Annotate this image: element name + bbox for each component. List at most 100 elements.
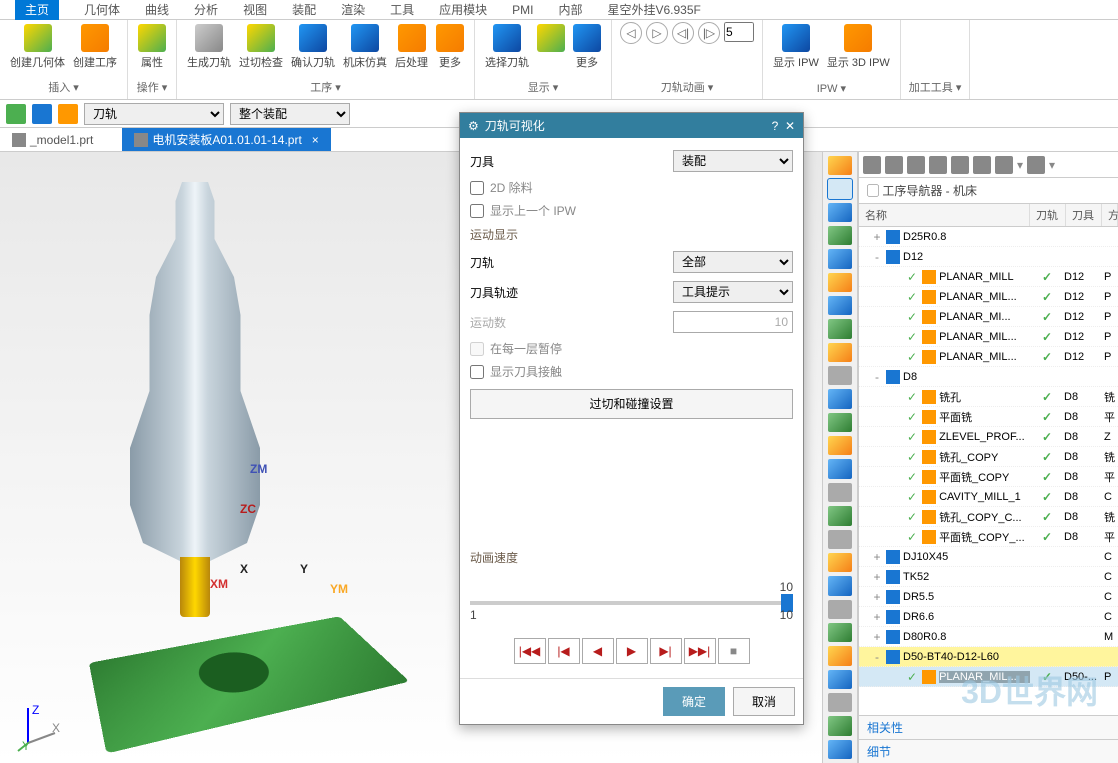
play-forward-button[interactable]: ▶ — [616, 638, 648, 664]
tree-row[interactable]: +TK52C — [859, 567, 1118, 587]
menu-item[interactable]: 工具 — [390, 1, 414, 18]
side-toolbar-icon[interactable] — [828, 389, 852, 408]
document-tab[interactable]: _model1.prt× — [0, 130, 122, 150]
ribbon-item[interactable]: 确认刀轨 — [289, 22, 337, 72]
ribbon-group-label[interactable]: 加工工具 ▾ — [909, 77, 962, 97]
toolbar-dropdown-1[interactable]: 刀轨 — [84, 103, 224, 125]
ribbon-group-label[interactable]: 显示 ▾ — [483, 77, 603, 97]
tree-row[interactable]: +DJ10X45C — [859, 547, 1118, 567]
cb-show-contact[interactable] — [470, 365, 484, 379]
tree-row[interactable]: ✓PLANAR_MIL...✓D12P — [859, 327, 1118, 347]
cb-2d-removal[interactable] — [470, 181, 484, 195]
side-toolbar-icon[interactable] — [828, 716, 852, 735]
pt-icon[interactable] — [929, 156, 947, 174]
side-toolbar-icon[interactable] — [828, 459, 852, 478]
side-toolbar-icon[interactable] — [828, 273, 852, 292]
side-toolbar-icon[interactable] — [828, 483, 852, 502]
menu-item[interactable]: 主页 — [15, 0, 59, 20]
ribbon-item[interactable]: 更多 — [434, 22, 466, 72]
menu-item[interactable]: 视图 — [243, 1, 267, 18]
ribbon-item[interactable]: 属性 — [136, 22, 168, 72]
tree-toggle[interactable]: - — [871, 650, 883, 664]
side-toolbar-icon[interactable] — [828, 553, 852, 572]
side-toolbar-icon[interactable] — [828, 296, 852, 315]
tree-row[interactable]: ✓铣孔✓D8铣 — [859, 387, 1118, 407]
tree-toggle[interactable]: + — [871, 570, 883, 584]
menu-item[interactable]: 装配 — [292, 1, 316, 18]
ribbon-item[interactable] — [535, 22, 567, 54]
tree-toggle[interactable]: + — [871, 590, 883, 604]
side-toolbar-icon[interactable] — [828, 530, 852, 549]
tree-row[interactable]: -D8 — [859, 367, 1118, 387]
tree-row[interactable]: ✓PLANAR_MIL...✓D12P — [859, 347, 1118, 367]
menu-item[interactable]: 应用模块 — [439, 1, 487, 18]
speed-slider[interactable] — [470, 601, 793, 605]
ribbon-group-label[interactable]: 插入 ▾ — [8, 77, 119, 97]
ok-button[interactable]: 确定 — [663, 687, 725, 716]
footer-detail[interactable]: 细节 — [859, 739, 1118, 763]
anim-nav-button[interactable]: ◁ — [620, 22, 642, 44]
pt-icon[interactable] — [885, 156, 903, 174]
tree-row[interactable]: +D25R0.8 — [859, 227, 1118, 247]
tree-toggle[interactable]: + — [871, 550, 883, 564]
col-tool[interactable]: 刀具 — [1066, 204, 1102, 226]
tree-toggle[interactable]: - — [871, 250, 883, 264]
tree-row[interactable]: ✓平面铣_COPY_...✓D8平 — [859, 527, 1118, 547]
side-toolbar-icon[interactable] — [828, 203, 852, 222]
tree-row[interactable]: ✓PLANAR_MIL...✓D50-...P — [859, 667, 1118, 687]
footer-related[interactable]: 相关性 — [859, 715, 1118, 739]
trail-select[interactable]: 工具提示 — [673, 281, 793, 303]
side-toolbar-icon[interactable] — [828, 436, 852, 455]
tree-row[interactable]: ✓平面铣_COPY✓D8平 — [859, 467, 1118, 487]
tree-row[interactable]: ✓铣孔_COPY_C...✓D8铣 — [859, 507, 1118, 527]
ribbon-group-label[interactable]: 刀轨动画 ▾ — [620, 77, 754, 97]
side-toolbar-icon[interactable] — [828, 670, 852, 689]
ribbon-item[interactable]: 创建几何体 — [8, 22, 67, 72]
ribbon-item[interactable]: 机床仿真 — [341, 22, 389, 72]
prev-frame-button[interactable]: |◀ — [548, 638, 580, 664]
tb-icon-2[interactable] — [32, 104, 52, 124]
ribbon-item[interactable]: 更多 — [571, 22, 603, 72]
pt-icon[interactable] — [995, 156, 1013, 174]
stop-button[interactable]: ■ — [718, 638, 750, 664]
ribbon-item[interactable]: 后处理 — [393, 22, 430, 72]
anim-nav-button[interactable]: ◁| — [672, 22, 694, 44]
ribbon-item[interactable]: 显示 IPW — [771, 22, 821, 72]
menu-item[interactable]: 星空外挂V6.935F — [608, 1, 701, 18]
side-toolbar-icon[interactable] — [828, 366, 852, 385]
next-frame-button[interactable]: ▶| — [650, 638, 682, 664]
ribbon-item[interactable]: 过切检查 — [237, 22, 285, 72]
ribbon-group-label[interactable]: IPW ▾ — [771, 80, 892, 97]
pt-icon[interactable] — [951, 156, 969, 174]
menu-item[interactable]: PMI — [512, 3, 533, 17]
menu-item[interactable]: 几何体 — [84, 1, 120, 18]
tree-row[interactable]: ✓PLANAR_MIL...✓D12P — [859, 287, 1118, 307]
forward-end-button[interactable]: ▶▶| — [684, 638, 716, 664]
ribbon-item[interactable]: 显示 3D IPW — [825, 22, 892, 72]
side-toolbar-icon[interactable] — [828, 506, 852, 525]
side-toolbar-icon[interactable] — [828, 576, 852, 595]
tree-row[interactable]: ✓平面铣✓D8平 — [859, 407, 1118, 427]
tool-select[interactable]: 装配 — [673, 150, 793, 172]
close-icon[interactable]: ✕ — [785, 119, 795, 133]
rewind-start-button[interactable]: |◀◀ — [514, 638, 546, 664]
tree-toggle[interactable]: - — [871, 370, 883, 384]
col-name[interactable]: 名称 — [859, 204, 1030, 226]
col-4[interactable]: 方 — [1102, 204, 1118, 226]
side-toolbar-icon[interactable] — [828, 156, 852, 175]
tb-icon-1[interactable] — [6, 104, 26, 124]
tree-row[interactable]: ✓ZLEVEL_PROF...✓D8Z — [859, 427, 1118, 447]
col-path[interactable]: 刀轨 — [1030, 204, 1066, 226]
menu-item[interactable]: 曲线 — [145, 1, 169, 18]
toolbar-dropdown-2[interactable]: 整个装配 — [230, 103, 350, 125]
side-toolbar-icon[interactable] — [828, 623, 852, 642]
tree-row[interactable]: ✓PLANAR_MILL✓D12P — [859, 267, 1118, 287]
help-icon[interactable]: ? — [772, 119, 779, 133]
ribbon-item[interactable]: 创建工序 — [71, 22, 119, 72]
pt-icon[interactable] — [973, 156, 991, 174]
menu-item[interactable]: 内部 — [558, 1, 582, 18]
frame-input[interactable] — [724, 22, 754, 42]
anim-nav-button[interactable]: |▷ — [698, 22, 720, 44]
tab-close-icon[interactable]: × — [103, 133, 110, 147]
menu-item[interactable]: 渲染 — [341, 1, 365, 18]
